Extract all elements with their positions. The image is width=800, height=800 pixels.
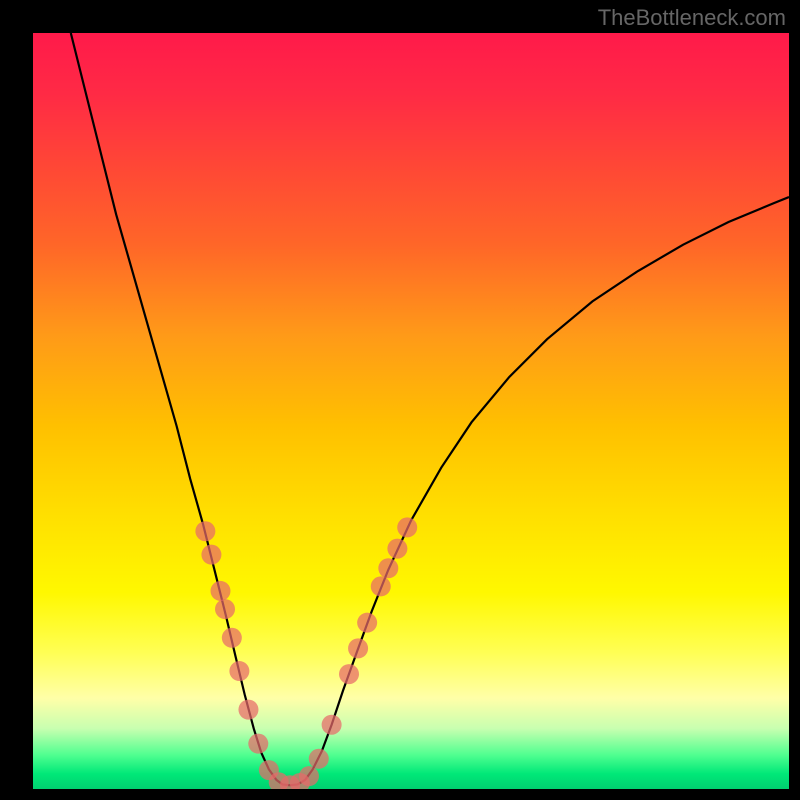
data-marker [195, 521, 215, 541]
chart-plot-area [33, 33, 789, 789]
chart-background [33, 33, 789, 789]
data-marker [378, 558, 398, 578]
data-marker [397, 517, 417, 537]
watermark-text: TheBottleneck.com [598, 5, 786, 31]
data-marker [238, 700, 258, 720]
data-marker [309, 749, 329, 769]
data-marker [348, 638, 368, 658]
data-marker [357, 613, 377, 633]
data-marker [339, 664, 359, 684]
data-marker [322, 715, 342, 735]
data-marker [201, 545, 221, 565]
data-marker [229, 661, 249, 681]
data-marker [215, 599, 235, 619]
data-marker [222, 628, 242, 648]
data-marker [299, 766, 319, 786]
data-marker [387, 539, 407, 559]
data-marker [371, 576, 391, 596]
chart-svg [33, 33, 789, 789]
data-marker [248, 734, 268, 754]
data-marker [210, 581, 230, 601]
